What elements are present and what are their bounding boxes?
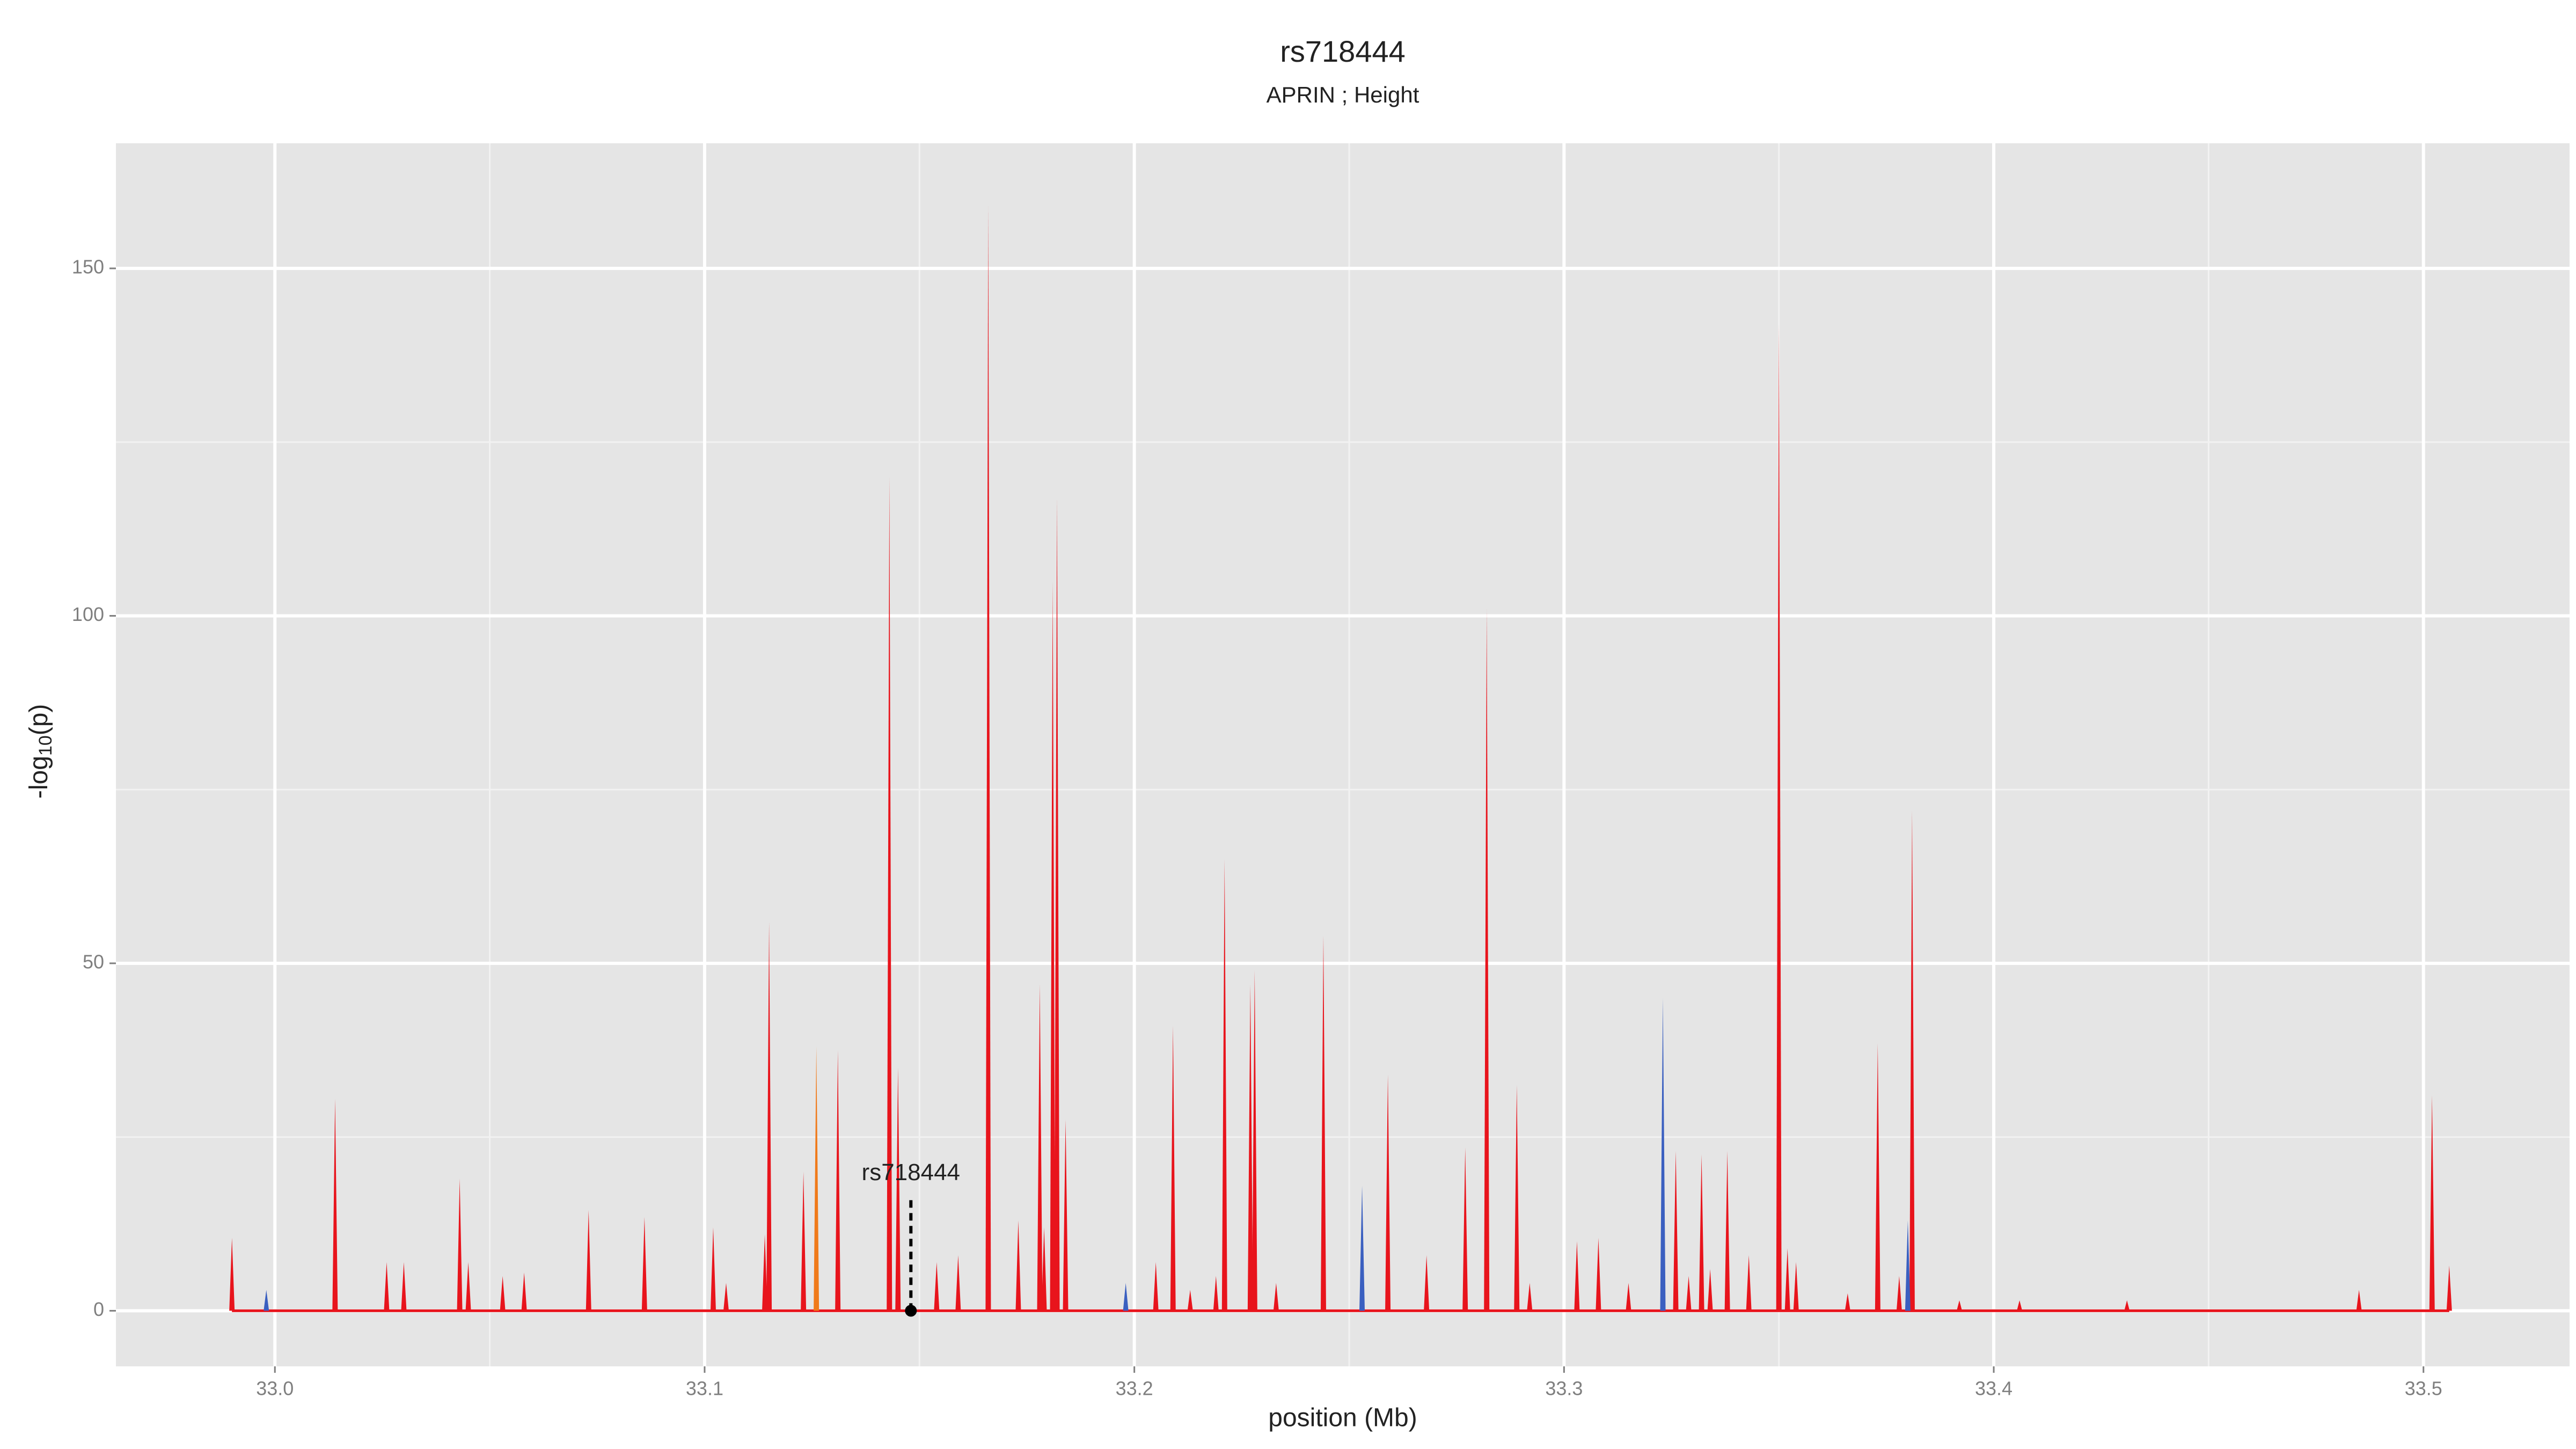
spike bbox=[1724, 1151, 1730, 1311]
spike bbox=[1660, 998, 1666, 1311]
spike bbox=[1041, 1227, 1047, 1311]
spike bbox=[1252, 970, 1257, 1311]
spike bbox=[2017, 1300, 2023, 1311]
spike bbox=[1707, 1269, 1713, 1311]
spike bbox=[465, 1262, 471, 1311]
spike bbox=[1845, 1293, 1850, 1311]
y-axis-label: -log10(p) bbox=[25, 704, 56, 799]
spike bbox=[1273, 1283, 1279, 1311]
spike bbox=[1462, 1147, 1468, 1311]
spike bbox=[1875, 1043, 1880, 1311]
y-tick-label: 50 bbox=[83, 950, 104, 972]
marks bbox=[229, 206, 2452, 1312]
spike bbox=[762, 1234, 768, 1311]
spike bbox=[1793, 1262, 1799, 1311]
spike bbox=[1746, 1255, 1752, 1311]
spike bbox=[229, 1238, 235, 1311]
panel bbox=[116, 143, 2570, 1366]
spike bbox=[955, 1255, 961, 1311]
spike bbox=[2429, 1095, 2435, 1311]
y-label-sub: 10 bbox=[35, 735, 56, 756]
spike bbox=[1037, 984, 1043, 1311]
spike bbox=[500, 1276, 506, 1311]
spike bbox=[1909, 810, 1915, 1311]
spike bbox=[1699, 1154, 1704, 1311]
y-tick-label: 100 bbox=[72, 603, 104, 625]
x-tick-label: 33.2 bbox=[1116, 1378, 1153, 1400]
spike bbox=[801, 1172, 807, 1311]
spike bbox=[521, 1272, 527, 1311]
spike bbox=[1213, 1276, 1219, 1311]
spike bbox=[1221, 859, 1227, 1311]
spike bbox=[1673, 1151, 1679, 1311]
spike bbox=[1905, 1220, 1911, 1311]
spike bbox=[332, 1099, 338, 1311]
spike bbox=[1153, 1262, 1159, 1311]
chart-title: rs718444 bbox=[1280, 34, 1406, 68]
spike bbox=[835, 1050, 841, 1311]
spike bbox=[1247, 984, 1253, 1311]
spike bbox=[985, 206, 991, 1311]
spike bbox=[384, 1262, 390, 1311]
y-label-part: -log bbox=[25, 756, 53, 799]
x-tick-label: 33.1 bbox=[686, 1378, 723, 1400]
spike bbox=[1385, 1074, 1391, 1311]
spike bbox=[1484, 609, 1490, 1311]
spike bbox=[1896, 1276, 1902, 1311]
x-tick-label: 33.0 bbox=[256, 1378, 294, 1400]
spike bbox=[2124, 1300, 2130, 1311]
spike bbox=[1957, 1300, 1963, 1311]
spike bbox=[1776, 324, 1782, 1311]
chart-subtitle: APRIN ; Height bbox=[1267, 82, 1419, 107]
y-tick-label: 0 bbox=[93, 1298, 104, 1320]
spike bbox=[1686, 1276, 1692, 1311]
spike bbox=[766, 921, 772, 1311]
spike bbox=[887, 477, 892, 1311]
spike bbox=[895, 1067, 901, 1311]
spike bbox=[1187, 1290, 1193, 1311]
spike bbox=[1054, 497, 1060, 1311]
y-label-part: (p) bbox=[25, 704, 53, 736]
spike bbox=[1170, 1026, 1176, 1311]
spike bbox=[586, 1210, 591, 1311]
spike bbox=[710, 1227, 716, 1311]
spike bbox=[1596, 1238, 1601, 1311]
spike bbox=[1015, 1220, 1021, 1311]
spike bbox=[1123, 1283, 1129, 1311]
spike bbox=[1320, 935, 1326, 1311]
spike bbox=[1574, 1241, 1580, 1311]
spike bbox=[723, 1283, 729, 1311]
spike bbox=[1784, 1248, 1790, 1311]
x-tick-label: 33.4 bbox=[1975, 1378, 2012, 1400]
spike bbox=[1626, 1283, 1631, 1311]
spike bbox=[264, 1290, 269, 1311]
spike bbox=[457, 1179, 463, 1311]
spike bbox=[1359, 1185, 1365, 1311]
spike bbox=[934, 1262, 940, 1311]
spike bbox=[814, 1046, 819, 1311]
x-tick-label: 33.3 bbox=[1545, 1378, 1583, 1400]
spike bbox=[1527, 1283, 1533, 1311]
x-tick-label: 33.5 bbox=[2405, 1378, 2442, 1400]
grid bbox=[116, 143, 2570, 1366]
spike bbox=[1514, 1085, 1520, 1311]
annotation-point bbox=[905, 1305, 917, 1317]
spike bbox=[1050, 581, 1056, 1311]
spike bbox=[2446, 1265, 2452, 1311]
y-tick-label: 150 bbox=[72, 256, 104, 278]
spike bbox=[1424, 1255, 1430, 1311]
spike bbox=[2356, 1290, 2362, 1311]
annotation-label: rs718444 bbox=[862, 1159, 960, 1185]
spike bbox=[1063, 1119, 1069, 1311]
x-axis-label: position (Mb) bbox=[1268, 1404, 1417, 1432]
spike bbox=[401, 1262, 407, 1311]
spike bbox=[641, 1217, 647, 1311]
